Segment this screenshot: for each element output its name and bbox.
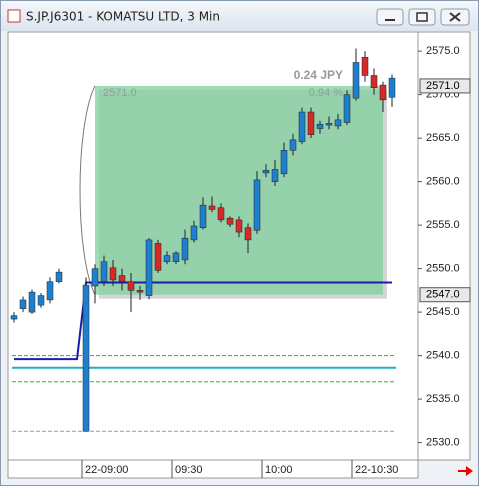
candle-body xyxy=(370,75,378,88)
candle-body xyxy=(190,225,198,241)
y-tick-label: 2530.0 xyxy=(426,437,460,449)
window-title: S.JP.J6301 - KOMATSU LTD, 3 Min xyxy=(26,10,220,24)
y-tick-label: 2560.0 xyxy=(426,176,460,188)
price-flag xyxy=(419,287,471,303)
measure-arc xyxy=(79,85,96,295)
price-flag xyxy=(419,78,471,94)
candle-body xyxy=(100,261,108,282)
candle-body xyxy=(172,252,180,262)
candle-body xyxy=(136,290,144,293)
candle-body xyxy=(154,243,162,271)
candle-body xyxy=(10,315,18,320)
y-axis-area xyxy=(417,31,471,461)
maximize-button[interactable] xyxy=(408,8,436,26)
measure-box xyxy=(95,85,383,295)
price-flag-label: 2547.0 xyxy=(426,289,460,301)
candle-body xyxy=(109,267,117,281)
candle-body xyxy=(244,227,252,241)
candle-body xyxy=(271,169,279,182)
price-flag-label: 2571.0 xyxy=(426,80,460,92)
scroll-arrow[interactable] xyxy=(458,466,473,476)
candle-body xyxy=(316,123,324,129)
y-tick-label: 2535.0 xyxy=(426,393,460,405)
candle-body xyxy=(334,119,342,127)
candle-body xyxy=(82,284,90,432)
candle-body xyxy=(352,62,360,99)
candle-body xyxy=(28,291,36,313)
y-tick-label: 2550.0 xyxy=(426,263,460,275)
y-tick-label: 2540.0 xyxy=(426,350,460,362)
candle-body xyxy=(46,281,54,301)
candle-body xyxy=(118,275,126,282)
y-tick-label: 2545.0 xyxy=(426,306,460,318)
candle-body xyxy=(55,271,63,282)
candle-body xyxy=(91,268,99,287)
candle-body xyxy=(388,77,396,98)
x-tick-label: 09:30 xyxy=(175,464,203,476)
candle-body xyxy=(379,84,387,101)
candle-body xyxy=(361,56,369,76)
minimize-button[interactable] xyxy=(376,8,404,26)
candle-body xyxy=(343,94,351,123)
candle-body xyxy=(208,205,216,210)
window-buttons[interactable] xyxy=(376,8,470,26)
app-icon xyxy=(7,9,21,23)
x-tick-label: 22-09:00 xyxy=(85,464,128,476)
candle-body xyxy=(37,295,45,306)
candle-body xyxy=(127,281,135,291)
candle-body xyxy=(199,204,207,228)
candle-body xyxy=(181,237,189,261)
candle-body xyxy=(163,255,171,262)
measure-percent: 0.94 % xyxy=(309,87,343,99)
candle-body xyxy=(307,111,315,135)
candle-body xyxy=(226,217,234,225)
candle-body xyxy=(145,239,153,296)
y-tick-label: 2575.0 xyxy=(426,45,460,57)
x-tick-label: 22-10:30 xyxy=(355,464,398,476)
candle-body xyxy=(217,207,225,221)
candle-body xyxy=(235,219,243,233)
measure-start-label: 2571.0 xyxy=(103,87,137,99)
indicator-line xyxy=(14,281,392,361)
candle-body xyxy=(19,299,27,309)
x-tick-label: 10:00 xyxy=(265,464,293,476)
y-tick-label: 2555.0 xyxy=(426,219,460,231)
y-tick-label: 2565.0 xyxy=(426,132,460,144)
measure-change: 0.24 JPY xyxy=(294,68,343,82)
candle-body xyxy=(298,111,306,142)
candle-body xyxy=(280,150,288,175)
candle-body xyxy=(325,123,333,126)
candle-body xyxy=(289,139,297,151)
candle-body xyxy=(262,170,270,174)
x-axis-area xyxy=(7,459,419,479)
candle-body xyxy=(253,179,261,231)
